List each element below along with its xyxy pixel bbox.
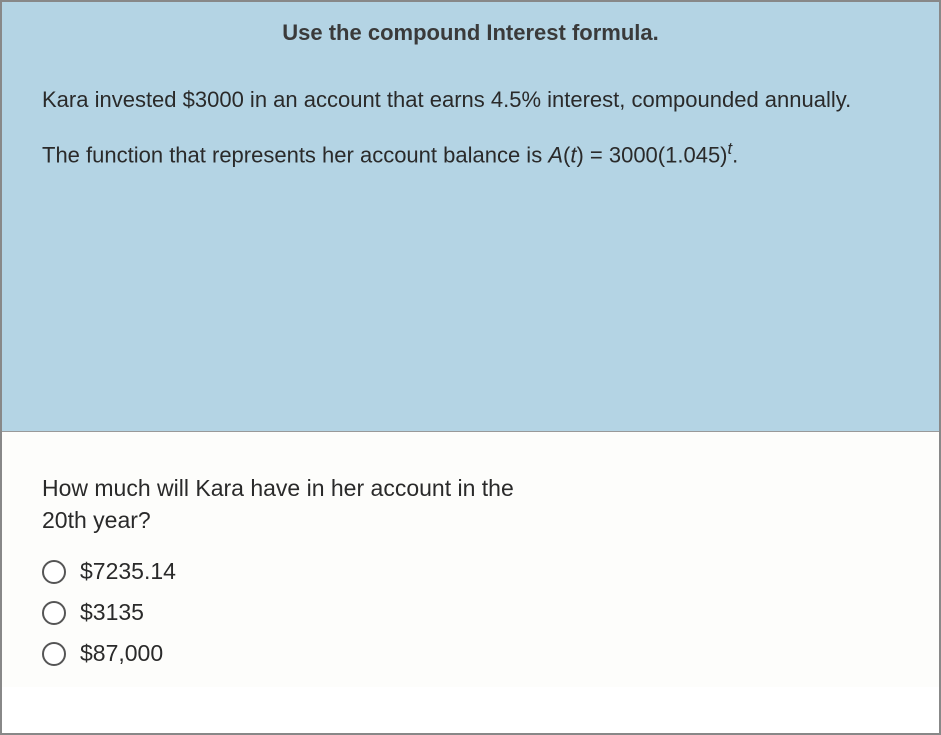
options-group: $7235.14 $3135 $87,000 [42,558,899,667]
paren-close: ) [576,142,583,167]
question-label: How much will Kara have in her account i… [42,475,514,533]
option-3[interactable]: $87,000 [42,640,899,667]
problem-statement-1: Kara invested $3000 in an account that e… [42,84,899,116]
option-2[interactable]: $3135 [42,599,899,626]
instruction-heading: Use the compound Interest formula. [42,20,899,46]
function-period: . [732,142,738,167]
option-3-label: $87,000 [80,640,163,667]
radio-icon[interactable] [42,642,66,666]
option-2-label: $3135 [80,599,144,626]
radio-icon[interactable] [42,560,66,584]
option-1-label: $7235.14 [80,558,176,585]
answer-panel: How much will Kara have in her account i… [2,432,939,687]
quiz-container: Use the compound Interest formula. Kara … [0,0,941,735]
problem-statement-2: The function that represents her account… [42,138,899,171]
problem-panel: Use the compound Interest formula. Kara … [2,2,939,432]
problem-line2-prefix: The function that represents her account… [42,142,548,167]
function-eq: = 3000(1.045) [584,142,728,167]
function-A: A [548,142,563,167]
radio-icon[interactable] [42,601,66,625]
question-text: How much will Kara have in her account i… [42,472,562,536]
option-1[interactable]: $7235.14 [42,558,899,585]
